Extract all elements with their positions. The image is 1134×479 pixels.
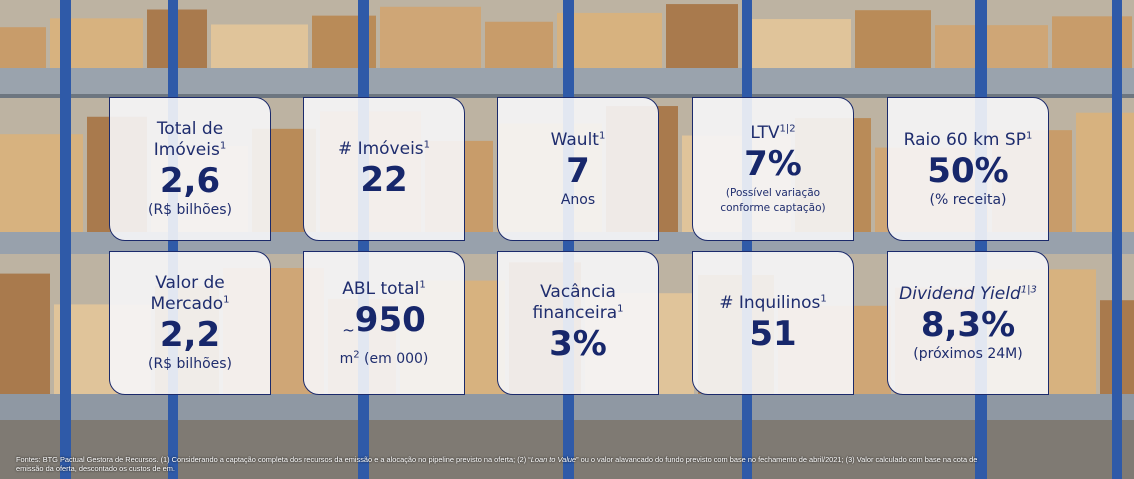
label-text: Total de Imóveis [154, 119, 223, 160]
note-text: (% receita) [929, 192, 1006, 208]
card-note: (Possível variação conforme captação) [703, 186, 843, 216]
label-superscript: 1 [220, 140, 226, 151]
card-note: m2 (em 000) [340, 350, 429, 368]
card-note: (R$ bilhões) [148, 201, 232, 219]
label-text: Vacância financeira [533, 282, 618, 323]
label-text: LTV [750, 123, 779, 143]
label-text: ABL total [342, 279, 419, 299]
value-text: 2,2 [160, 315, 220, 355]
card-note: Anos [561, 191, 595, 209]
label-text: # Imóveis [338, 139, 424, 159]
card-label: Raio 60 km SP1 [904, 130, 1033, 151]
card-value: 2,6 [160, 161, 220, 201]
card-value: ~950 [342, 300, 426, 350]
value-text: 51 [749, 314, 796, 354]
label-superscript: 1 [599, 130, 605, 141]
label-text: Raio 60 km SP [904, 130, 1026, 150]
label-superscript: 1|2 [780, 123, 796, 134]
label-superscript: 1|3 [1021, 284, 1037, 295]
card-label: ABL total1 [342, 279, 425, 300]
note-text: (em 000) [364, 351, 428, 367]
footnote-part: Loan to Value [531, 455, 576, 464]
value-prefix: ~ [342, 321, 355, 339]
label-text: Dividend Yield [899, 284, 1021, 304]
slide: Total de Imóveis12,6(R$ bilhões)# Imóvei… [0, 0, 1134, 479]
card-value: 50% [927, 151, 1008, 191]
value-text: 8,3% [921, 305, 1015, 345]
value-text: 3% [549, 324, 607, 364]
card-label: Total de Imóveis1 [120, 119, 260, 161]
label-superscript: 1 [424, 139, 430, 150]
label-superscript: 1 [820, 293, 826, 304]
value-text: 22 [360, 160, 407, 200]
card-value: 7% [744, 144, 802, 184]
card-note: (% receita) [929, 191, 1006, 209]
value-text: 50% [927, 151, 1008, 191]
card-value: 3% [549, 324, 607, 364]
note-text: (R$ bilhões) [148, 356, 232, 372]
value-text: 7% [744, 144, 802, 184]
card-value: 2,2 [160, 315, 220, 355]
label-superscript: 1 [617, 303, 623, 314]
card-value: 22 [360, 160, 407, 200]
label-text: Wault [551, 130, 599, 150]
card-note: (próximos 24M) [913, 345, 1022, 363]
card-note: (R$ bilhões) [148, 355, 232, 373]
footnote-part: Fontes: BTG Pactual Gestora de Recursos.… [16, 455, 531, 464]
label-superscript: 1 [1026, 130, 1032, 141]
note-text: Anos [561, 192, 595, 208]
card-label: LTV1|2 [750, 123, 795, 144]
card-label: Dividend Yield1|3 [899, 284, 1037, 305]
card-label: # Imóveis1 [338, 139, 430, 160]
card-value: 7 [566, 151, 590, 191]
card-value: 8,3% [921, 305, 1015, 345]
card-value: 51 [749, 314, 796, 354]
value-text: 950 [355, 300, 426, 340]
value-text: 2,6 [160, 161, 220, 201]
card-label: Vacância financeira1 [508, 282, 648, 324]
label-text: # Inquilinos [719, 293, 820, 313]
note-text: (R$ bilhões) [148, 202, 232, 218]
value-text: 7 [566, 151, 590, 191]
note-text: (próximos 24M) [913, 346, 1022, 362]
card-label: Valor de Mercado1 [120, 273, 260, 315]
label-superscript: 1 [223, 294, 229, 305]
note-superscript: 2 [353, 349, 359, 360]
label-superscript: 1 [419, 279, 425, 290]
note-text: m [340, 351, 354, 367]
card-label: Wault1 [551, 130, 606, 151]
label-text: Valor de Mercado [150, 273, 224, 314]
card-label: # Inquilinos1 [719, 293, 827, 314]
cards-grid: Total de Imóveis12,6(R$ bilhões)# Imóvei… [0, 0, 1134, 479]
footnote: Fontes: BTG Pactual Gestora de Recursos.… [16, 455, 1006, 473]
note-text: (Possível variação conforme captação) [720, 187, 825, 214]
